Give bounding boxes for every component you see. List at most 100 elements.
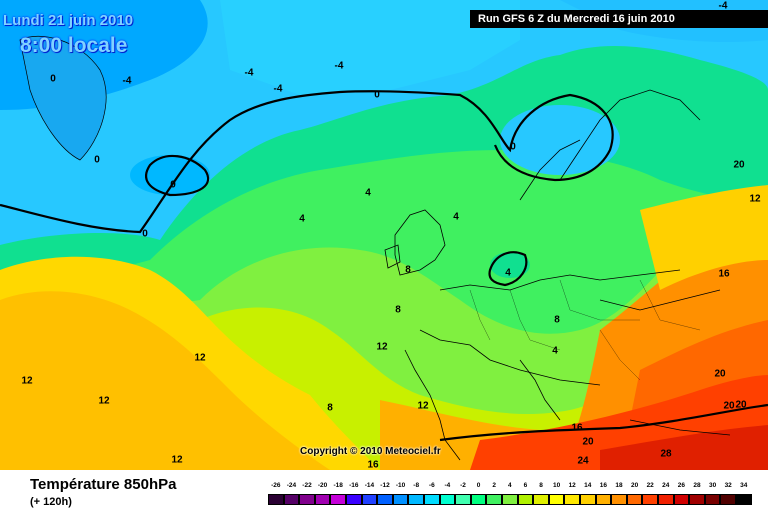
legend-tick-label: -8 <box>413 482 420 489</box>
temperature-map <box>0 0 768 470</box>
legend-tick-label: 22 <box>646 482 654 489</box>
contour-label: 8 <box>405 264 411 276</box>
contour-label: 20 <box>723 400 735 412</box>
legend-tick-label: -10 <box>395 482 406 489</box>
contour-label: 12 <box>376 341 388 353</box>
legend-swatch <box>502 494 518 505</box>
contour-label: 12 <box>21 375 33 387</box>
legend-tick-label: 16 <box>599 482 608 489</box>
legend-swatch <box>595 494 612 505</box>
contour-label: 8 <box>327 402 333 414</box>
legend-swatch <box>704 494 721 505</box>
legend-swatch <box>299 494 315 505</box>
legend-swatch <box>626 494 643 505</box>
legend-tick-label: 28 <box>693 482 701 489</box>
legend-tick-label: 34 <box>740 482 748 489</box>
contour-label: 16 <box>571 422 583 434</box>
legend-swatch <box>377 494 393 505</box>
contour-label: 4 <box>552 345 558 357</box>
legend-tick-label: 10 <box>552 482 561 489</box>
contour-label: 8 <box>554 314 560 326</box>
model-run-label: Run GFS 6 Z du Mercredi 16 juin 2010 <box>470 10 768 28</box>
cold-pocket-north-sea <box>490 252 530 278</box>
legend-swatch <box>283 494 300 505</box>
contour-label: 16 <box>718 268 730 280</box>
legend-swatch <box>455 494 471 505</box>
contour-label: 4 <box>365 187 371 199</box>
cold-pocket-scandinavia <box>500 105 620 175</box>
legend-swatch <box>673 494 690 505</box>
contour-label: 0 <box>94 154 100 166</box>
contour-label: 20 <box>582 436 594 448</box>
legend-swatch <box>392 494 409 505</box>
legend-tick-label: -12 <box>380 482 390 489</box>
contour-label: 0 <box>510 141 516 153</box>
contour-label: 0 <box>50 73 56 85</box>
legend-swatch <box>346 494 362 505</box>
legend-tick-label: 0 <box>476 482 481 489</box>
legend-tick-label: -16 <box>349 482 359 489</box>
legend-tick-label: 2 <box>492 482 496 489</box>
contour-label: -4 <box>244 67 254 79</box>
contour-label: -4 <box>334 60 344 72</box>
legend-tick-label: 12 <box>568 482 576 489</box>
legend-swatch <box>533 494 549 505</box>
legend-swatch <box>268 494 284 505</box>
legend-tick-label: -22 <box>302 482 312 489</box>
contour-label: 0 <box>170 179 176 191</box>
contour-label: 12 <box>98 395 110 407</box>
legend-swatch <box>439 494 456 505</box>
legend-tick-label: -4 <box>444 482 451 489</box>
copyright-notice: Copyright © 2010 Meteociel.fr <box>300 446 441 457</box>
legend-tick-label: 4 <box>507 482 512 489</box>
color-scale-legend: -26 -24 -22 -20 -18 -16 -14 -12 -10 -8 -6 -4 -2 0 2 4 6 8… <box>268 476 754 512</box>
legend-swatch <box>564 494 580 505</box>
forecast-time: 8:00 locale <box>20 34 128 57</box>
map-footer: Température 850hPa (+ 120h) -26 -24 -22 -20… <box>0 470 768 512</box>
legend-swatch <box>580 494 596 505</box>
legend-swatch <box>611 494 627 505</box>
contour-label: 24 <box>577 455 589 467</box>
legend-swatch <box>314 494 331 505</box>
legend-swatch <box>408 494 424 505</box>
legend-tick-label: 18 <box>615 482 623 489</box>
legend-swatch <box>424 494 440 505</box>
isotherm-contours <box>0 90 768 442</box>
legend-tick-label: 26 <box>677 482 686 489</box>
legend-swatch <box>361 494 378 505</box>
legend-swatch <box>689 494 705 505</box>
contour-label: 8 <box>395 304 401 316</box>
contour-label: 12 <box>194 352 206 364</box>
legend-tick-label: -26 <box>271 482 281 489</box>
contour-label: 0 <box>142 228 148 240</box>
contour-label: 12 <box>417 400 429 412</box>
legend-swatch <box>720 494 736 505</box>
contour-label: -4 <box>122 75 132 87</box>
legend-swatch <box>517 494 534 505</box>
forecast-date: Lundi 21 juin 2010 <box>3 12 134 29</box>
contour-label: 20 <box>733 159 745 171</box>
legend-swatch <box>470 494 487 505</box>
legend-tick-label: -20 <box>317 482 328 489</box>
contour-label: 12 <box>749 193 761 205</box>
map-title: Température 850hPa <box>30 476 177 493</box>
legend-swatch <box>486 494 502 505</box>
legend-tick-label: 32 <box>724 482 732 489</box>
legend-swatch <box>642 494 658 505</box>
coastlines <box>384 89 731 461</box>
forecast-lead-time: (+ 120h) <box>30 496 72 508</box>
legend-tick-label: -18 <box>333 482 343 489</box>
legend-swatch <box>658 494 674 505</box>
legend-tick-label: -24 <box>286 482 297 489</box>
contour-label: -4 <box>718 0 728 12</box>
contour-label: 4 <box>299 213 305 225</box>
contour-label: 16 <box>367 459 379 471</box>
legend-swatch <box>330 494 346 505</box>
legend-tick-label: 8 <box>539 482 543 489</box>
legend-tick-label: 30 <box>708 482 717 489</box>
legend-tick-label: 24 <box>662 482 670 489</box>
contour-label: 4 <box>453 211 459 223</box>
contour-label: 20 <box>735 399 747 411</box>
legend-swatch <box>548 494 565 505</box>
